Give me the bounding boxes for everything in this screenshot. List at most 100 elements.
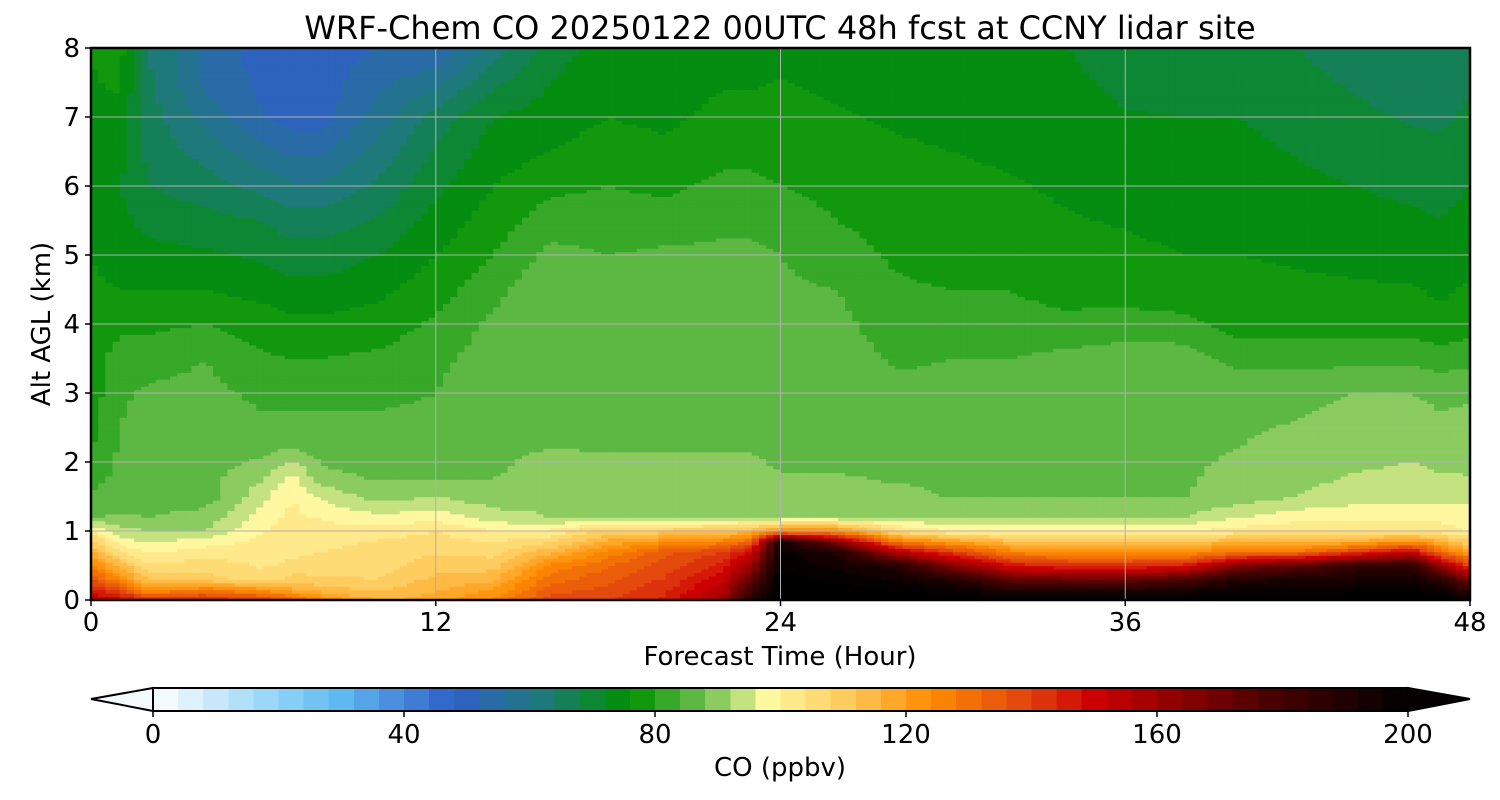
- heatmap-cell: [198, 462, 207, 467]
- heatmap-cell: [249, 192, 257, 197]
- heatmap-cell: [91, 555, 99, 560]
- heatmap-cell: [119, 51, 128, 56]
- heatmap-cell: [126, 123, 135, 128]
- heatmap-cell: [205, 589, 214, 594]
- heatmap-cell: [284, 458, 293, 463]
- heatmap-cell: [256, 534, 264, 539]
- heatmap-cell: [263, 334, 272, 339]
- heatmap-cell: [241, 89, 250, 94]
- heatmap-cell: [170, 96, 178, 101]
- heatmap-cell: [256, 313, 264, 318]
- heatmap-cell: [263, 361, 272, 366]
- heatmap-cell: [119, 265, 128, 270]
- heatmap-cell: [227, 320, 236, 325]
- heatmap-cell: [277, 555, 286, 560]
- heatmap-cell: [299, 382, 308, 387]
- heatmap-cell: [270, 520, 279, 525]
- heatmap-cell: [205, 306, 214, 311]
- heatmap-cell: [263, 355, 272, 360]
- heatmap-cell: [148, 220, 157, 225]
- heatmap-cell: [313, 579, 322, 584]
- heatmap-cell: [105, 141, 114, 146]
- heatmap-cell: [184, 324, 193, 329]
- heatmap-cell: [177, 503, 185, 508]
- heatmap-cell: [134, 206, 142, 211]
- heatmap-cell: [306, 341, 315, 346]
- heatmap-cell: [256, 289, 264, 294]
- heatmap-cell: [306, 58, 315, 63]
- heatmap-cell: [256, 396, 264, 401]
- heatmap-cell: [292, 434, 300, 439]
- heatmap-cell: [191, 434, 200, 439]
- heatmap-cell: [234, 348, 243, 353]
- heatmap-cell: [263, 61, 272, 66]
- heatmap-cell: [134, 117, 142, 122]
- heatmap-cell: [91, 337, 99, 342]
- heatmap-cell: [155, 475, 164, 480]
- heatmap-cell: [270, 275, 279, 280]
- heatmap-cell: [155, 248, 164, 253]
- heatmap-cell: [184, 110, 193, 115]
- heatmap-cell: [234, 92, 243, 97]
- heatmap-cell: [270, 503, 279, 508]
- heatmap-cell: [184, 310, 193, 315]
- heatmap-cell: [256, 417, 264, 422]
- heatmap-cell: [249, 444, 257, 449]
- heatmap-cell: [177, 99, 185, 104]
- heatmap-cell: [141, 337, 150, 342]
- heatmap-cell: [119, 403, 128, 408]
- heatmap-cell: [105, 234, 114, 239]
- heatmap-cell: [198, 544, 207, 549]
- heatmap-cell: [184, 355, 193, 360]
- heatmap-cell: [292, 410, 300, 415]
- heatmap-cell: [270, 213, 279, 218]
- heatmap-cell: [220, 258, 229, 263]
- heatmap-cell: [191, 531, 200, 536]
- heatmap-cell: [241, 444, 250, 449]
- heatmap-cell: [112, 230, 121, 235]
- heatmap-cell: [277, 85, 286, 90]
- heatmap-cell: [177, 344, 185, 349]
- heatmap-cell: [126, 565, 135, 570]
- heatmap-cell: [306, 179, 315, 184]
- heatmap-cell: [141, 486, 150, 491]
- heatmap-cell: [98, 365, 106, 370]
- heatmap-cell: [112, 117, 121, 122]
- heatmap-cell: [263, 358, 272, 363]
- heatmap-cell: [105, 123, 114, 128]
- heatmap-cell: [198, 403, 207, 408]
- heatmap-cell: [227, 351, 236, 356]
- heatmap-cell: [98, 430, 106, 435]
- heatmap-cell: [277, 375, 286, 380]
- heatmap-cell: [155, 72, 164, 77]
- heatmap-cell: [249, 393, 257, 398]
- heatmap-cell: [263, 130, 272, 135]
- heatmap-cell: [249, 382, 257, 387]
- heatmap-cell: [241, 92, 250, 97]
- heatmap-cell: [98, 568, 106, 573]
- heatmap-cell: [141, 310, 150, 315]
- heatmap-cell: [270, 541, 279, 546]
- heatmap-cell: [191, 555, 200, 560]
- heatmap-cell: [119, 434, 128, 439]
- heatmap-cell: [270, 358, 279, 363]
- heatmap-cell: [112, 565, 121, 570]
- heatmap-cell: [270, 248, 279, 253]
- heatmap-cell: [177, 337, 185, 342]
- heatmap-cell: [227, 379, 236, 384]
- heatmap-cell: [134, 296, 142, 301]
- heatmap-cell: [277, 175, 286, 180]
- heatmap-cell: [284, 85, 293, 90]
- heatmap-cell: [263, 175, 272, 180]
- heatmap-cell: [141, 103, 150, 108]
- heatmap-cell: [191, 220, 200, 225]
- heatmap-cell: [270, 472, 279, 477]
- heatmap-cell: [220, 393, 229, 398]
- heatmap-cell: [141, 186, 150, 191]
- heatmap-cell: [170, 99, 178, 104]
- heatmap-cell: [191, 399, 200, 404]
- heatmap-cell: [227, 241, 236, 246]
- heatmap-cell: [170, 299, 178, 304]
- heatmap-cell: [284, 548, 293, 553]
- heatmap-cell: [126, 375, 135, 380]
